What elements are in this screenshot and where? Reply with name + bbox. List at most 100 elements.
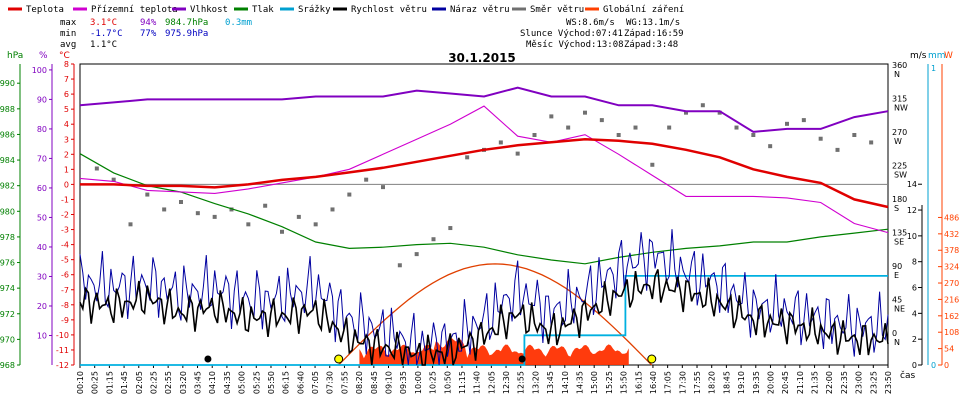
radiation-tick-label: 432 bbox=[944, 230, 959, 239]
x-tick-label: 13:20 bbox=[531, 371, 540, 394]
wind-speed-tick-label: 6 bbox=[912, 284, 917, 293]
legend-label: Vlhkost bbox=[190, 5, 228, 15]
radiation-tick-label: 486 bbox=[944, 213, 959, 222]
wind-direction-point bbox=[179, 200, 183, 204]
stats-max-label: max bbox=[60, 18, 77, 28]
wind-direction-point bbox=[818, 136, 823, 141]
x-tick-label: 23:00 bbox=[855, 371, 864, 394]
wind-dir-tick-label: 0 bbox=[892, 329, 897, 338]
x-tick-label: 15:25 bbox=[605, 371, 614, 394]
pressure-axis-tick-label: 976 bbox=[0, 259, 15, 268]
x-tick-label: 13:45 bbox=[546, 371, 555, 394]
humidity-axis-tick-label: 90 bbox=[37, 95, 47, 104]
pressure-axis-tick-label: 988 bbox=[0, 105, 15, 114]
wind-dir-tick-name: SE bbox=[894, 238, 904, 247]
sun-marker bbox=[334, 354, 344, 364]
pressure-axis-tick-label: 982 bbox=[0, 182, 15, 191]
moonset-text: Západ:3:48 bbox=[624, 40, 678, 50]
axis-unit-ms: m/s bbox=[910, 51, 927, 61]
temperature-axis-tick-label: 3 bbox=[64, 135, 69, 144]
wind-direction-point bbox=[801, 118, 806, 123]
stats-max-temp: 3.1°C bbox=[90, 18, 117, 28]
humidity-axis-tick-label: 40 bbox=[37, 243, 47, 252]
wind-direction-point bbox=[700, 103, 705, 108]
x-tick-label: 04:35 bbox=[223, 371, 232, 394]
x-tick-label: 04:10 bbox=[208, 371, 217, 394]
pressure-axis-tick-label: 970 bbox=[0, 335, 15, 344]
chart-title: 30.1.2015 bbox=[448, 51, 516, 65]
humidity-axis-tick-label: 20 bbox=[37, 302, 47, 311]
temperature-axis-tick-label: -5 bbox=[61, 256, 69, 265]
radiation-tick-label: 0 bbox=[944, 361, 949, 370]
temperature-axis-tick-label: -9 bbox=[61, 316, 69, 325]
temperature-axis-tick-label: -4 bbox=[61, 241, 69, 250]
wind-dir-tick-name: N bbox=[894, 70, 900, 79]
wind-direction-point bbox=[195, 211, 200, 216]
x-tick-label: 20:45 bbox=[781, 371, 790, 394]
pressure-axis-tick-label: 978 bbox=[0, 233, 15, 242]
wind-dir-tick-name: SW bbox=[894, 171, 907, 180]
wind-direction-point bbox=[616, 133, 621, 137]
x-tick-label: 09:35 bbox=[399, 371, 408, 394]
series-tlak bbox=[79, 153, 889, 265]
stats-min-hum: 77% bbox=[140, 29, 157, 39]
temperature-axis-tick-label: 8 bbox=[64, 60, 69, 69]
wind-direction-point bbox=[111, 177, 116, 182]
x-tick-label: 17:05 bbox=[664, 371, 673, 394]
pressure-axis-tick-label: 980 bbox=[0, 207, 15, 216]
wind-direction-point bbox=[852, 133, 857, 137]
x-tick-label: 22:00 bbox=[825, 371, 834, 394]
x-tick-label: 02:55 bbox=[164, 371, 173, 394]
temperature-axis-tick-label: 7 bbox=[64, 75, 69, 84]
x-tick-label: 00:10 bbox=[76, 371, 85, 394]
x-tick-label: 18:20 bbox=[708, 371, 717, 394]
chart-axes: 9689709729749769789809829849869889901020… bbox=[0, 60, 959, 394]
legend-label: Tlak bbox=[252, 5, 274, 15]
temperature-axis-tick-label: 2 bbox=[64, 150, 69, 159]
stats-block: max 3.1°C 94% 984.7hPa 0.3mm min -1.7°C … bbox=[60, 18, 252, 50]
x-tick-label: 12:05 bbox=[487, 371, 496, 394]
wind-direction-point bbox=[785, 121, 789, 126]
wind-direction-point bbox=[583, 110, 587, 115]
wind-wg: WG:13.1m/s bbox=[626, 18, 680, 28]
stats-max-press: 984.7hPa bbox=[165, 18, 208, 28]
axis-unit-hpa: hPa bbox=[7, 51, 23, 61]
moon-marker bbox=[518, 355, 526, 363]
wind-direction-point bbox=[212, 214, 217, 219]
x-tick-label: 06:40 bbox=[296, 371, 305, 394]
wind-dir-tick-label: 90 bbox=[892, 262, 902, 271]
x-tick-label: 20:00 bbox=[766, 371, 775, 394]
wind-direction-point bbox=[145, 192, 150, 197]
wind-dir-tick-label: 225 bbox=[892, 162, 907, 171]
x-tick-label: 02:05 bbox=[135, 371, 144, 394]
wind-speed-tick-label: 14 bbox=[907, 180, 917, 189]
x-tick-label: 07:30 bbox=[326, 371, 335, 394]
temperature-axis-tick-label: -7 bbox=[61, 286, 69, 295]
temperature-axis-tick-label: -8 bbox=[61, 301, 69, 310]
humidity-axis-tick-label: 100 bbox=[32, 66, 47, 75]
stats-min-press: 975.9hPa bbox=[165, 29, 208, 39]
x-tick-label: 17:55 bbox=[693, 371, 702, 394]
wind-direction-point bbox=[280, 229, 284, 234]
wind-direction-point bbox=[835, 147, 840, 152]
rain-tick-label: 1 bbox=[931, 64, 936, 73]
stats-avg-temp: 1.1°C bbox=[90, 40, 117, 50]
moon-marker bbox=[204, 355, 212, 363]
humidity-axis-tick-label: 60 bbox=[37, 184, 47, 193]
pressure-axis-tick-label: 984 bbox=[0, 156, 15, 165]
legend-label: Náraz větru bbox=[450, 5, 510, 15]
x-tick-label: 05:50 bbox=[267, 371, 276, 394]
wind-direction-point bbox=[650, 162, 655, 167]
wind-dir-tick-name: N bbox=[894, 338, 900, 347]
temperature-axis-tick-label: -10 bbox=[56, 331, 69, 340]
wind-direction-point bbox=[296, 214, 301, 219]
wind-speed-tick-label: 8 bbox=[912, 258, 917, 267]
wind-dir-tick-label: 180 bbox=[892, 195, 907, 204]
temperature-axis-tick-label: 4 bbox=[64, 120, 69, 129]
x-tick-label: 12:55 bbox=[517, 371, 526, 394]
wind-speed-tick-label: 10 bbox=[907, 232, 917, 241]
legend-label: Teplota bbox=[26, 5, 64, 15]
pressure-axis-tick-label: 990 bbox=[0, 79, 15, 88]
wind-dir-tick-label: 135 bbox=[892, 229, 907, 238]
wind-dir-tick-name: S bbox=[894, 204, 899, 213]
